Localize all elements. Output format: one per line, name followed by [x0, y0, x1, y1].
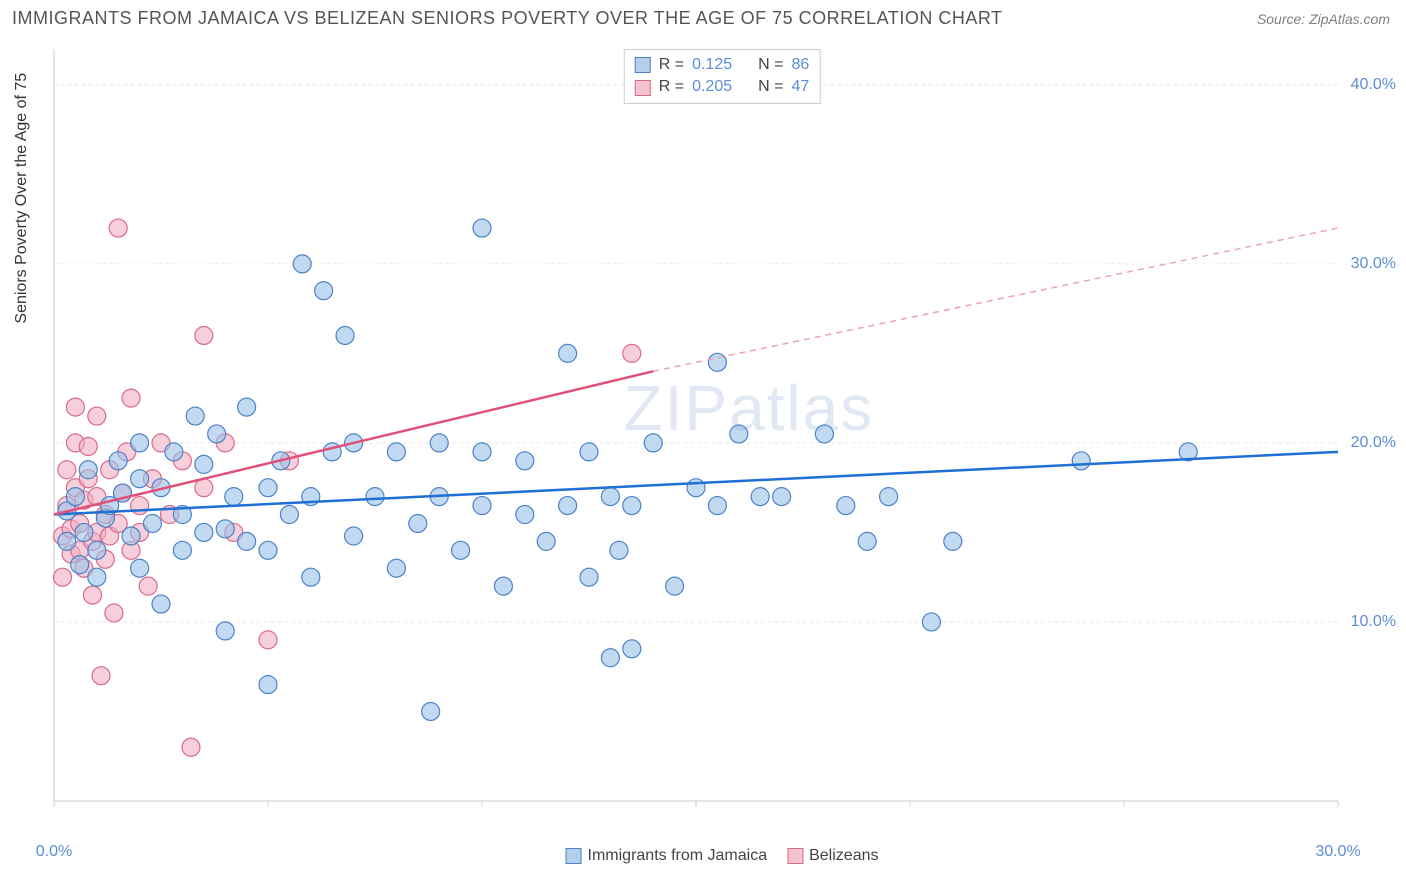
y-tick-label: 10.0%: [1351, 613, 1396, 631]
swatch-belize-icon: [787, 848, 803, 864]
swatch-jamaica-icon: [635, 57, 651, 73]
stats-row-jamaica: R = 0.125 N = 86: [635, 54, 810, 76]
legend-label: Immigrants from Jamaica: [588, 847, 768, 865]
legend-item-jamaica: Immigrants from Jamaica: [566, 847, 768, 865]
r-value: 0.125: [692, 54, 732, 76]
stats-legend-box: R = 0.125 N = 86 R = 0.205 N = 47: [624, 49, 821, 104]
legend-label: Belizeans: [809, 847, 878, 865]
y-tick-label: 20.0%: [1351, 434, 1396, 452]
chart-area: Seniors Poverty Over the Age of 75 ZIPat…: [50, 45, 1394, 835]
x-tick-label: 0.0%: [36, 843, 72, 861]
swatch-belize-icon: [635, 80, 651, 96]
n-label: N =: [758, 54, 783, 76]
n-label: N =: [758, 76, 783, 98]
y-tick-label: 30.0%: [1351, 255, 1396, 273]
r-label: R =: [659, 76, 684, 98]
y-axis-label: Seniors Poverty Over the Age of 75: [13, 73, 31, 324]
n-value: 47: [791, 76, 809, 98]
bottom-legend: Immigrants from Jamaica Belizeans: [566, 847, 879, 865]
scatter-plot: [50, 45, 1394, 835]
r-label: R =: [659, 54, 684, 76]
legend-item-belize: Belizeans: [787, 847, 878, 865]
source-attribution: Source: ZipAtlas.com: [1257, 11, 1390, 27]
stats-row-belize: R = 0.205 N = 47: [635, 76, 810, 98]
chart-title: IMMIGRANTS FROM JAMAICA VS BELIZEAN SENI…: [12, 8, 1003, 29]
x-tick-label: 30.0%: [1315, 843, 1360, 861]
swatch-jamaica-icon: [566, 848, 582, 864]
n-value: 86: [791, 54, 809, 76]
r-value: 0.205: [692, 76, 732, 98]
y-tick-label: 40.0%: [1351, 76, 1396, 94]
